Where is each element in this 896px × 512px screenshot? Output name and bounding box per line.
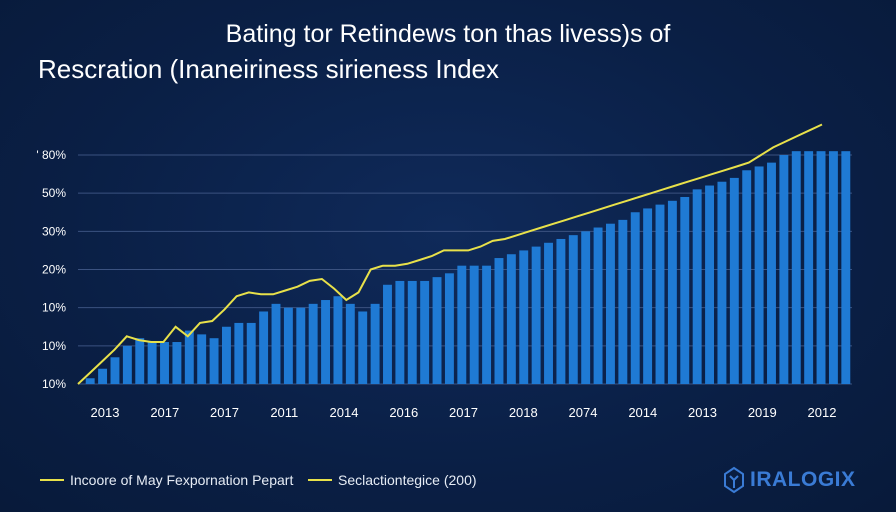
bar xyxy=(494,258,504,384)
bar xyxy=(197,334,207,384)
y-axis-ticks: 10% 10% 10% 20% 30% 50% ' 80% xyxy=(36,148,66,391)
x-tick-label: 2013 xyxy=(688,405,717,420)
bar xyxy=(98,368,108,384)
bar xyxy=(110,357,120,384)
legend-item-1: Incoore of May Fexpornation Pepart xyxy=(40,472,293,488)
x-axis-ticks: 2013 2017 2017 2011 2014 2016 2017 2018 2074 2014… xyxy=(91,405,837,420)
bar xyxy=(816,151,826,384)
bar xyxy=(85,378,95,384)
chart-subtitle: Rescration (Inaneiriness sirieness Index xyxy=(38,54,499,84)
bar xyxy=(630,212,640,384)
x-tick-label: 2019 xyxy=(748,405,777,420)
x-tick-label: 2016 xyxy=(389,405,418,420)
bar xyxy=(667,200,677,384)
y-tick-label: 10% xyxy=(42,301,66,315)
bar xyxy=(568,235,578,384)
x-tick-label: 2074 xyxy=(569,405,598,420)
bar xyxy=(246,322,256,384)
y-tick-label: 10% xyxy=(42,377,66,391)
bar xyxy=(544,242,553,384)
x-tick-label: 2011 xyxy=(270,405,298,420)
bar xyxy=(791,151,801,384)
chart-title: Bating tor Retindews ton thas livess)s o… xyxy=(225,20,671,48)
x-tick-label: 2014 xyxy=(628,405,657,420)
x-tick-label: 2013 xyxy=(91,405,120,420)
legend-swatch-1 xyxy=(40,479,64,481)
bar xyxy=(296,307,306,384)
bar xyxy=(680,196,690,384)
bar xyxy=(234,322,244,384)
bar xyxy=(754,166,764,384)
bar xyxy=(308,303,318,384)
bar xyxy=(717,181,727,384)
bar xyxy=(122,345,132,384)
bar xyxy=(655,204,665,384)
bar xyxy=(345,303,355,384)
bar xyxy=(333,296,343,384)
logo-mark-icon xyxy=(724,466,744,494)
bar xyxy=(506,254,516,384)
bar xyxy=(395,280,405,384)
bar xyxy=(259,311,269,384)
bar xyxy=(804,151,814,384)
bar xyxy=(767,162,776,384)
bar xyxy=(705,185,715,384)
bar xyxy=(457,265,467,384)
brand-logo: IRALOGIX xyxy=(722,466,856,494)
bar xyxy=(147,342,157,384)
bar xyxy=(605,223,615,384)
bar xyxy=(618,219,628,384)
bar xyxy=(742,170,752,384)
x-tick-label: 2017 xyxy=(210,405,239,420)
legend-label-1: Incoore of May Fexpornation Pepart xyxy=(70,472,294,488)
bar xyxy=(581,231,591,384)
legend-label-2: Seclactiontegice (200) xyxy=(338,472,477,488)
bar xyxy=(482,265,492,384)
bar xyxy=(358,311,368,384)
bar xyxy=(221,326,231,384)
logo-text: IRALOGIX xyxy=(750,468,856,491)
bar xyxy=(444,273,454,384)
bar xyxy=(841,151,851,384)
bar xyxy=(283,307,293,384)
bars xyxy=(85,151,851,384)
bar xyxy=(531,246,541,384)
y-tick-label: 20% xyxy=(42,263,66,277)
legend-item-2: Seclactiontegice (200) xyxy=(308,472,477,488)
bar xyxy=(432,277,442,384)
trend-line xyxy=(77,123,823,385)
bar xyxy=(370,303,380,384)
y-tick-label: 10% xyxy=(42,339,66,353)
x-tick-label: 2012 xyxy=(808,405,837,420)
bar xyxy=(519,250,529,384)
y-tick-label: ' 80% xyxy=(36,148,66,162)
bar xyxy=(828,151,838,384)
bar xyxy=(469,265,479,384)
bar xyxy=(556,238,566,384)
bar xyxy=(643,208,653,384)
x-tick-label: 2018 xyxy=(509,405,538,420)
bar xyxy=(135,338,145,384)
bar xyxy=(779,155,789,384)
bar xyxy=(184,330,194,384)
bar xyxy=(209,338,219,384)
bar xyxy=(729,177,739,384)
y-tick-label: 30% xyxy=(42,224,66,238)
bar xyxy=(420,280,430,384)
bar xyxy=(271,303,281,384)
legend-swatch-2 xyxy=(308,479,332,481)
x-tick-label: 2017 xyxy=(150,405,179,420)
bar xyxy=(172,342,182,384)
x-tick-label: 2014 xyxy=(330,405,359,420)
bar xyxy=(321,300,331,384)
bar xyxy=(593,227,603,384)
bar xyxy=(383,284,392,384)
x-tick-label: 2017 xyxy=(449,405,478,420)
y-tick-label: 50% xyxy=(42,186,66,200)
bar xyxy=(692,189,702,384)
bar xyxy=(407,280,417,384)
bar xyxy=(160,342,169,384)
